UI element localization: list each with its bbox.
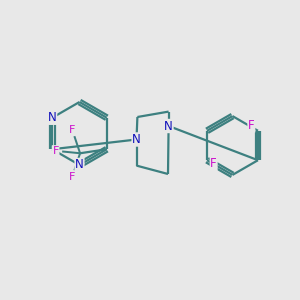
Text: N: N bbox=[75, 158, 84, 172]
Text: F: F bbox=[248, 119, 255, 132]
Text: F: F bbox=[69, 125, 76, 135]
Text: F: F bbox=[52, 146, 59, 156]
Text: F: F bbox=[69, 172, 76, 182]
Text: N: N bbox=[48, 111, 57, 124]
Text: N: N bbox=[132, 133, 141, 146]
Text: N: N bbox=[164, 119, 173, 133]
Text: F: F bbox=[210, 157, 217, 170]
